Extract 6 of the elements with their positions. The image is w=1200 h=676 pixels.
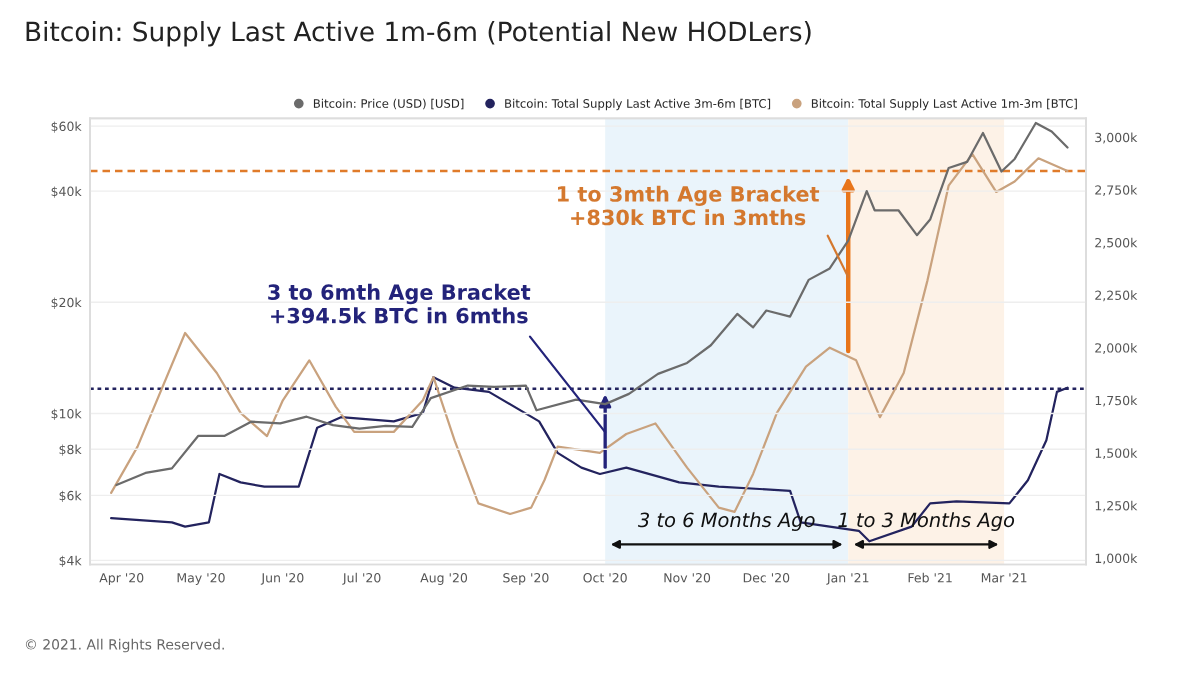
annotation: 3 to 6 Months Ago	[637, 512, 815, 531]
line-series	[115, 121, 1069, 487]
annotation: 1 to 3mth Age Bracket +830k BTC in 3mths	[558, 185, 820, 226]
annotation: 3 to 6mth Age Bracket +394.5k BTC in 6mths	[268, 283, 531, 324]
chart-title: Bitcoin: Supply Last Active 1m-6m (Potential New HODLers)	[26, 21, 811, 47]
line-series	[110, 152, 1069, 516]
